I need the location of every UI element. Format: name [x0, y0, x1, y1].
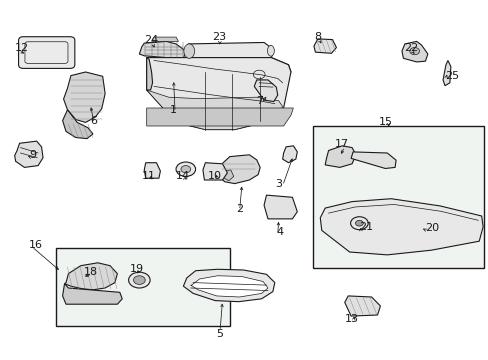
Polygon shape [344, 296, 380, 316]
Text: 2: 2 [236, 204, 243, 214]
Polygon shape [62, 110, 93, 139]
Text: 24: 24 [144, 35, 159, 45]
Polygon shape [216, 155, 260, 184]
Text: 11: 11 [142, 171, 156, 181]
Ellipse shape [183, 44, 194, 58]
Polygon shape [151, 37, 178, 41]
Text: 4: 4 [276, 227, 283, 237]
Polygon shape [325, 146, 355, 167]
Circle shape [355, 220, 363, 226]
Polygon shape [183, 269, 274, 302]
Polygon shape [313, 39, 336, 53]
Text: 23: 23 [212, 32, 225, 42]
Circle shape [409, 48, 419, 55]
Text: 8: 8 [314, 32, 321, 42]
Text: 10: 10 [208, 171, 222, 181]
Polygon shape [62, 284, 122, 304]
Polygon shape [401, 41, 427, 62]
Polygon shape [139, 41, 185, 58]
Polygon shape [146, 58, 290, 130]
Ellipse shape [267, 45, 274, 56]
Polygon shape [146, 58, 152, 90]
Text: 17: 17 [335, 139, 348, 149]
Circle shape [181, 166, 190, 173]
Circle shape [128, 272, 150, 288]
Text: 12: 12 [15, 42, 29, 53]
Text: 21: 21 [359, 222, 373, 232]
Polygon shape [442, 60, 450, 86]
Polygon shape [203, 163, 227, 180]
Polygon shape [282, 146, 297, 163]
Polygon shape [320, 199, 482, 255]
Text: 18: 18 [83, 267, 97, 277]
Polygon shape [144, 163, 160, 178]
Polygon shape [64, 263, 117, 290]
Text: 20: 20 [425, 222, 439, 233]
Bar [56, 248, 229, 326]
Circle shape [350, 217, 367, 230]
Text: 19: 19 [130, 264, 143, 274]
Text: 3: 3 [275, 179, 282, 189]
FancyBboxPatch shape [19, 37, 75, 68]
Polygon shape [221, 170, 233, 181]
Text: 22: 22 [403, 42, 417, 53]
Text: 16: 16 [28, 240, 42, 250]
Polygon shape [15, 141, 43, 167]
Polygon shape [254, 80, 277, 102]
Polygon shape [264, 195, 297, 219]
Text: 9: 9 [29, 150, 37, 160]
Text: 13: 13 [345, 314, 358, 324]
Text: 25: 25 [444, 71, 458, 81]
Polygon shape [350, 152, 395, 168]
Text: 15: 15 [379, 117, 392, 127]
Polygon shape [146, 90, 283, 130]
Text: 6: 6 [90, 116, 97, 126]
Text: 14: 14 [176, 171, 190, 181]
Text: 5: 5 [216, 329, 223, 339]
Text: 1: 1 [170, 105, 177, 115]
Bar [312, 126, 483, 268]
Polygon shape [146, 108, 293, 126]
Polygon shape [185, 42, 273, 58]
Polygon shape [146, 58, 290, 91]
Circle shape [176, 162, 195, 176]
Polygon shape [190, 276, 267, 297]
Text: 7: 7 [255, 96, 262, 106]
Circle shape [133, 276, 145, 284]
Polygon shape [63, 72, 105, 122]
